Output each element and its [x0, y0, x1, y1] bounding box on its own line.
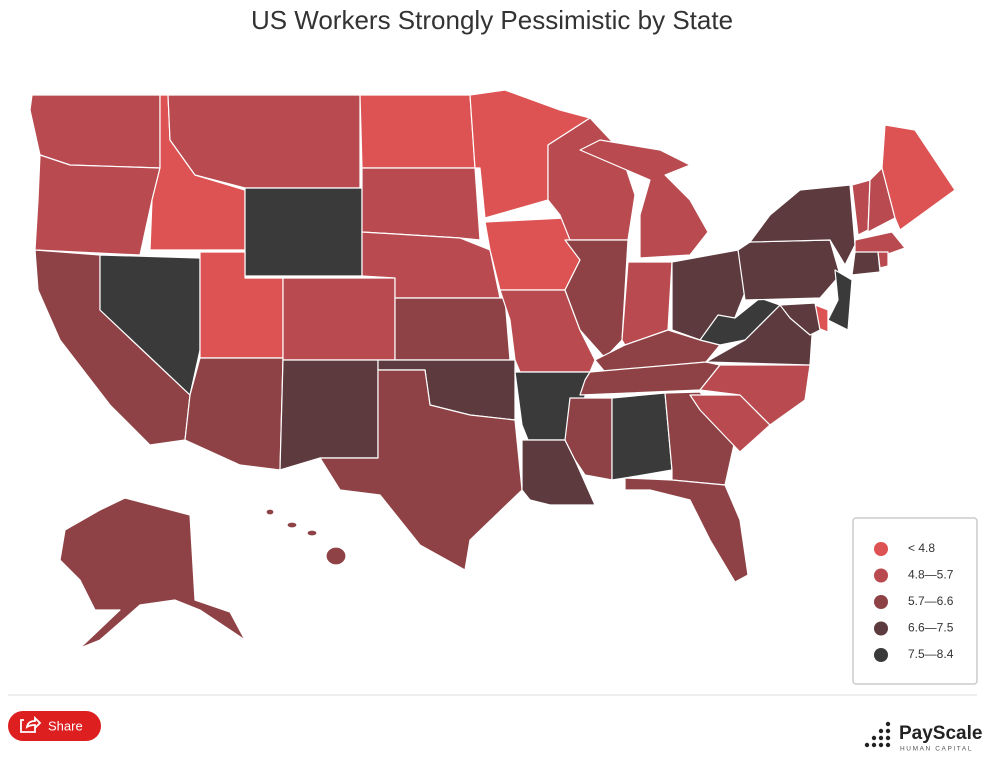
state: [594, 329, 721, 373]
brand-tagline: HUMAN CAPITAL: [900, 746, 973, 753]
state: [624, 477, 749, 583]
state: [184, 357, 284, 471]
brand-name: PayScale: [899, 723, 982, 744]
state: [611, 392, 673, 481]
legend-label: 4.8—5.7: [908, 568, 954, 582]
legend-label: < 4.8: [908, 541, 935, 555]
state: [325, 546, 347, 566]
state: [564, 239, 629, 359]
share-button[interactable]: Share: [8, 711, 101, 741]
legend-swatch: [874, 648, 888, 662]
state: [99, 254, 201, 396]
legend-label: 5.7—6.6: [908, 594, 954, 608]
state: [361, 167, 481, 241]
state: [851, 179, 871, 236]
legend-label: 7.5—8.4: [908, 647, 954, 661]
legend-swatch: [874, 568, 888, 583]
state: [34, 154, 161, 256]
state: [282, 277, 396, 361]
logo-dot: [885, 721, 891, 727]
state: [854, 231, 906, 256]
state: [689, 394, 771, 453]
state: [286, 521, 298, 529]
logo-dot: [878, 735, 884, 741]
legend-swatch: [874, 621, 888, 636]
logo-dot: [878, 742, 884, 748]
legend: < 4.8 4.8—5.7 5.7—6.6 6.6—7.5 7.5—8.4: [874, 541, 954, 662]
legend-swatch: [874, 542, 888, 556]
state: [59, 497, 246, 649]
logo-dot: [885, 742, 891, 748]
state: [827, 269, 853, 331]
states: [29, 89, 956, 649]
logo-dot: [864, 742, 870, 748]
logo-dot: [878, 728, 884, 734]
state: [749, 184, 856, 266]
state: [167, 94, 361, 189]
state: [579, 139, 709, 259]
state: [394, 297, 511, 361]
state: [779, 302, 821, 336]
state: [359, 94, 476, 169]
logo-dot: [885, 728, 891, 734]
legend-swatch: [874, 595, 888, 609]
state: [877, 251, 889, 269]
logo-dot: [871, 735, 877, 741]
legend-box: [852, 517, 978, 685]
state: [737, 239, 841, 301]
brand-logo: PayScale HUMAN CAPITAL: [864, 721, 982, 753]
share-icon: [20, 715, 42, 733]
state: [279, 359, 379, 471]
state: [851, 251, 881, 276]
state: [29, 94, 161, 169]
logo-dot: [871, 742, 877, 748]
legend-label: 6.6—7.5: [908, 621, 954, 635]
state: [699, 364, 811, 426]
state: [881, 124, 956, 231]
chart-title: US Workers Strongly Pessimistic by State: [251, 5, 733, 35]
state: [265, 508, 275, 516]
state: [699, 297, 781, 346]
state: [319, 369, 523, 571]
share-label[interactable]: Share: [48, 718, 83, 733]
state: [244, 187, 363, 277]
logo-dot: [885, 735, 891, 741]
share-button-bg[interactable]: [8, 711, 101, 741]
state: [306, 529, 318, 537]
